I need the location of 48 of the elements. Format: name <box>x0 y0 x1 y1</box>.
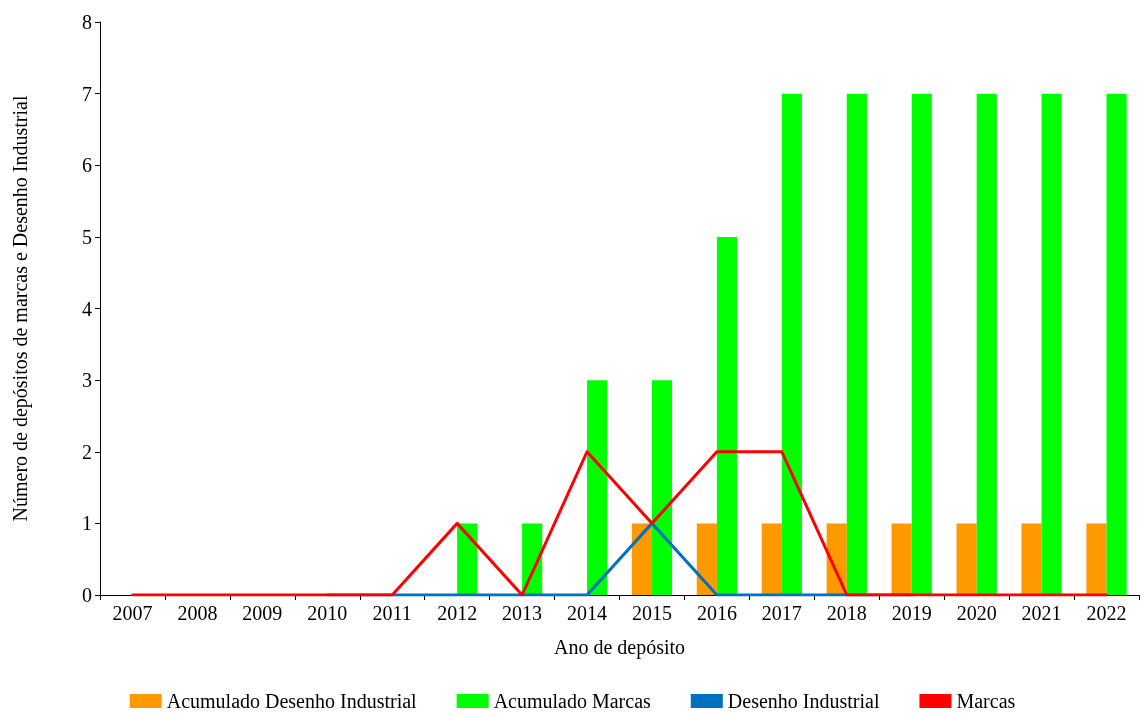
bar <box>976 93 997 595</box>
bar <box>1041 93 1062 595</box>
x-tick-label: 2016 <box>696 602 737 624</box>
x-tick-label: 2009 <box>242 602 283 624</box>
legend-label: Acumulado Marcas <box>493 690 652 712</box>
x-tick-label: 2010 <box>307 602 348 624</box>
y-tick-label: 4 <box>82 297 92 320</box>
x-tick-label: 2011 <box>372 602 412 624</box>
y-tick-label: 2 <box>82 440 92 463</box>
bar <box>1086 523 1107 595</box>
bar <box>716 236 738 595</box>
x-tick-label: 2008 <box>177 602 218 624</box>
x-tick-label: 2022 <box>1086 602 1127 624</box>
x-tick-label: 2019 <box>891 602 932 624</box>
bar <box>911 93 932 595</box>
x-tick-label: 2012 <box>437 602 478 624</box>
bar <box>956 523 977 595</box>
x-tick-label: 2007 <box>112 602 153 624</box>
bar <box>891 523 912 595</box>
bar <box>631 523 652 595</box>
y-tick-label: 3 <box>82 369 92 392</box>
bar <box>587 380 608 595</box>
x-tick-label: 2015 <box>631 602 672 624</box>
legend-label: Desenho Industrial <box>727 690 880 712</box>
x-tick-label: 2014 <box>567 602 608 624</box>
bar <box>781 93 802 595</box>
x-tick-label: 2018 <box>826 602 867 624</box>
x-tick-label: 2020 <box>956 602 997 624</box>
bar <box>1021 523 1042 595</box>
x-axis-title: Ano de depósito <box>553 636 686 659</box>
y-tick-label: 8 <box>82 11 92 33</box>
x-tick-label: 2013 <box>502 602 543 624</box>
y-tick-label: 1 <box>82 512 92 535</box>
y-tick-label: 7 <box>82 82 92 105</box>
bar <box>1106 93 1127 595</box>
y-tick-label: 6 <box>82 154 92 177</box>
bar <box>761 523 782 595</box>
bar <box>696 523 717 595</box>
y-tick-label: 0 <box>82 584 92 606</box>
y-axis-title: Número de depósitos de marcas e Desenho Industrial <box>9 95 32 522</box>
bar <box>651 380 673 595</box>
x-tick-label: 2021 <box>1021 602 1062 624</box>
x-tick-label: 2017 <box>761 602 802 624</box>
bar <box>457 523 478 595</box>
legend-label: Marcas <box>956 690 1016 712</box>
legend-label: Acumulado Desenho Industrial <box>166 690 418 712</box>
bar <box>846 93 867 595</box>
y-tick-label: 5 <box>82 225 92 248</box>
